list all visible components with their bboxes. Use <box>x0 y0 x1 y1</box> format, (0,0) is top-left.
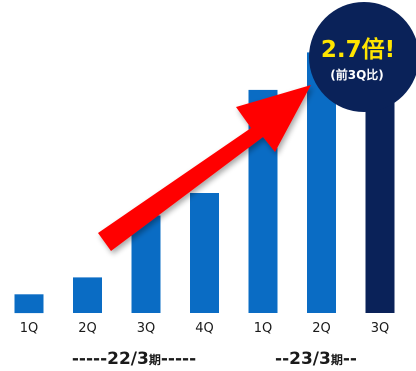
x-tick-label-7: 3Q <box>371 321 390 336</box>
period-label-fy23: --23/3期-- <box>275 349 357 369</box>
x-tick-label-3: 3Q <box>137 321 156 336</box>
period-label-fy22-suffix: ----- <box>161 349 196 369</box>
growth-badge-sub: (前3Q比) <box>330 67 384 82</box>
period-label-fy22-prefix: -----22/3 <box>72 349 149 369</box>
x-tick-label-5: 1Q <box>254 321 273 336</box>
bar-4 <box>190 193 219 313</box>
period-label-fy23-suffix: -- <box>343 349 357 369</box>
bar-1 <box>14 294 44 314</box>
growth-badge-main: 2.7倍! <box>321 36 395 63</box>
x-tick-labels: 1Q 2Q 3Q 4Q 1Q 2Q 3Q <box>20 321 390 336</box>
period-label-fy22: -----22/3期----- <box>72 349 196 369</box>
trend-arrow-icon <box>98 85 311 251</box>
x-tick-label-2: 2Q <box>78 321 97 336</box>
growth-badge: 2.7倍! (前3Q比) <box>309 2 416 112</box>
growth-badge-circle <box>309 2 416 112</box>
period-label-fy23-kanji: 期 <box>331 352 343 367</box>
x-tick-label-1: 1Q <box>20 321 39 336</box>
period-label-fy22-kanji: 期 <box>149 352 161 367</box>
bar-2 <box>73 277 102 313</box>
x-tick-label-4: 4Q <box>195 321 214 336</box>
x-tick-label-6: 2Q <box>312 321 331 336</box>
period-label-fy23-prefix: --23/3 <box>275 349 331 369</box>
